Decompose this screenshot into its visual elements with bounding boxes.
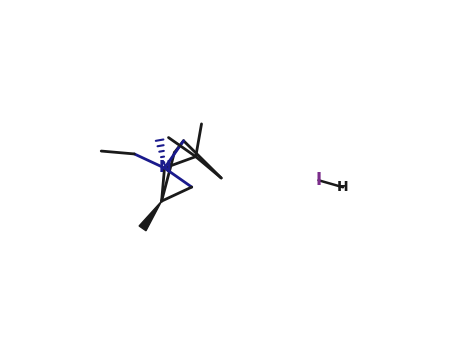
- Polygon shape: [139, 201, 162, 231]
- Text: N: N: [158, 161, 171, 175]
- Text: I: I: [315, 171, 322, 189]
- Text: H: H: [337, 180, 349, 194]
